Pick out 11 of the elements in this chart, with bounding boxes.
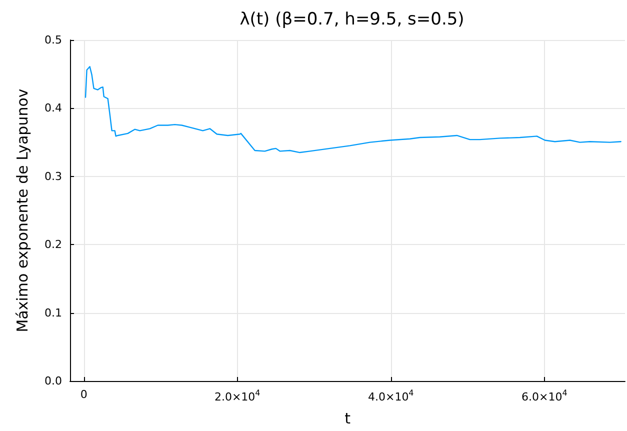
y-tick-label: 0.0 — [44, 374, 62, 388]
y-tick-label: 0.1 — [44, 306, 62, 320]
chart-title: λ(t) (β=0.7, h=9.5, s=0.5) — [240, 10, 464, 30]
x-tick-label: 0 — [80, 388, 88, 401]
y-tick-label: 0.5 — [44, 34, 62, 46]
y-tick-label: 0.3 — [44, 170, 62, 183]
y-axis-title: Máximo exponente de Lyapunov — [14, 88, 32, 332]
x-axis-title: t — [344, 410, 351, 428]
y-tick-label: 0.2 — [44, 238, 62, 252]
line-series — [84, 66, 622, 154]
y-tick-label: 0.4 — [44, 102, 62, 115]
